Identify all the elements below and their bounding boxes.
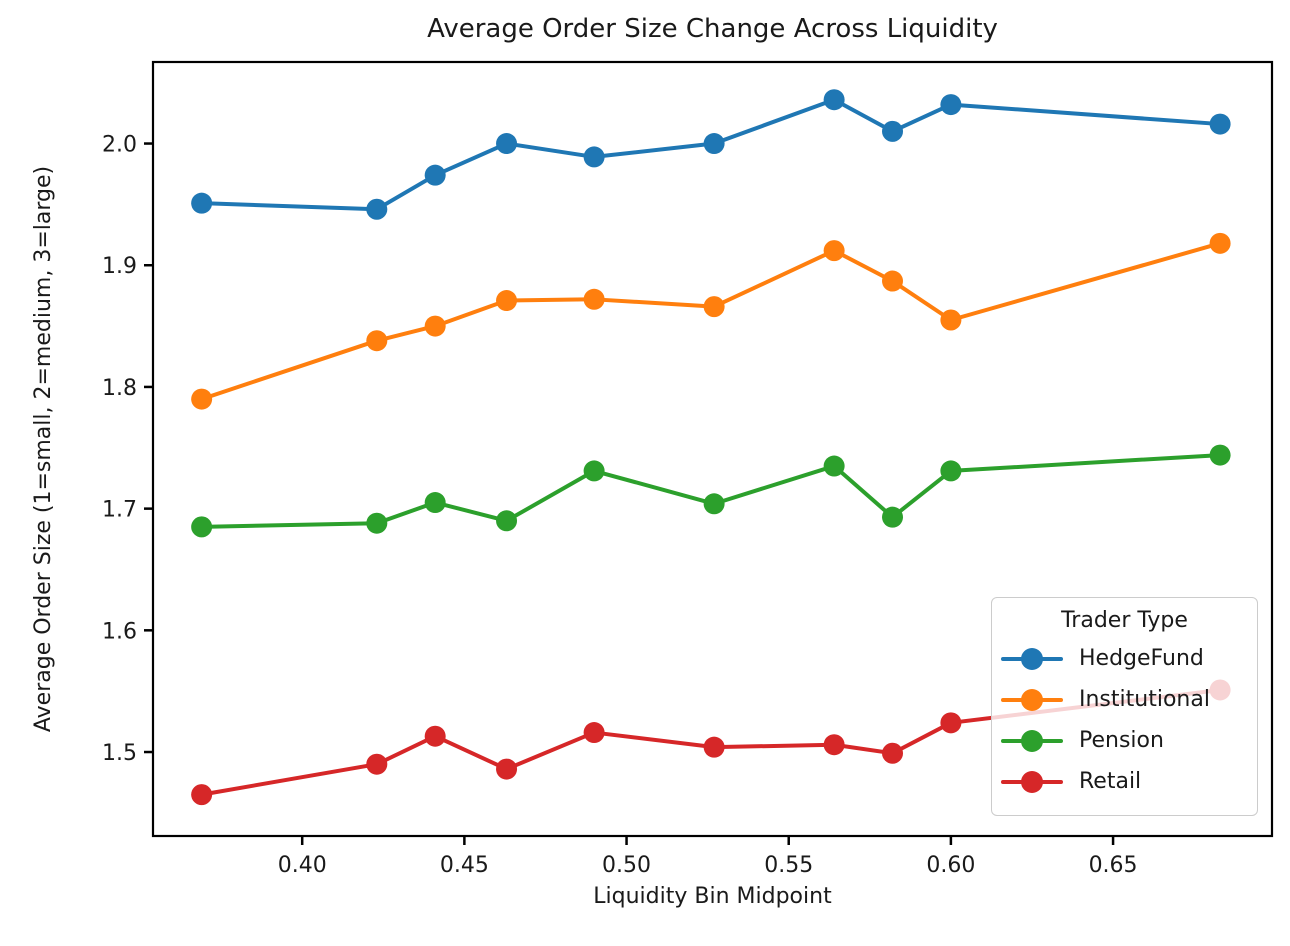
data-point-hedgefund [583,146,605,168]
legend-entry: Pension [992,720,1257,761]
x-tick-label: 0.40 [278,853,327,878]
legend-label: Pension [1079,728,1164,753]
y-tick-label: 2.0 [102,133,137,158]
data-point-hedgefund [823,89,845,111]
data-point-retail [191,784,213,806]
chart-title: Average Order Size Change Across Liquidi… [427,14,998,44]
data-point-hedgefund [940,94,962,116]
data-point-pension [823,455,845,477]
data-point-hedgefund [882,120,904,142]
data-point-hedgefund [366,198,388,220]
legend-swatch-pension [1001,729,1063,752]
data-point-retail [703,736,725,758]
data-point-retail [823,734,845,756]
legend-title: Trader Type [1061,608,1188,633]
data-point-hedgefund [191,192,213,214]
y-axis-label: Average Order Size (1=small, 2=medium, 3… [31,165,56,733]
data-point-pension [583,460,605,482]
data-point-pension [882,506,904,528]
x-tick-label: 0.50 [602,853,651,878]
series-line-pension [199,453,1223,529]
legend-entry: HedgeFund [992,638,1257,679]
series-line-hedgefund [199,97,1223,212]
data-point-pension [940,460,962,482]
data-point-pension [703,493,725,515]
legend-swatch-retail [1001,770,1063,793]
legend-label: HedgeFund [1079,646,1204,671]
y-tick-label: 1.8 [102,376,137,401]
data-point-pension [496,510,518,532]
data-point-hedgefund [1209,113,1231,135]
data-point-retail [940,712,962,734]
y-tick-label: 1.5 [102,741,137,766]
x-tick-label: 0.65 [1089,853,1138,878]
dot-marker-icon [1021,729,1043,752]
legend-entry: Retail [992,761,1257,802]
legend-swatch-institutional [1001,688,1063,711]
data-point-hedgefund [496,133,518,155]
data-point-institutional [882,270,904,292]
x-axis-label: Liquidity Bin Midpoint [593,884,832,909]
data-point-retail [583,722,605,744]
data-point-pension [191,516,213,538]
dot-marker-icon [1021,647,1043,670]
legend: Trader Type HedgeFund Institutional Pens… [991,597,1258,816]
series-line-retail [199,687,1223,797]
data-point-institutional [583,288,605,310]
data-point-pension [424,492,446,514]
y-tick-label: 1.7 [102,498,137,523]
data-point-pension [366,512,388,534]
data-point-institutional [940,309,962,331]
data-point-institutional [424,315,446,337]
data-point-institutional [1209,232,1231,254]
data-point-hedgefund [703,133,725,155]
x-tick-label: 0.60 [926,853,975,878]
plot-area-border [151,60,1274,838]
x-tick-label: 0.45 [440,853,489,878]
legend-label: Retail [1079,769,1142,794]
data-point-retail [496,758,518,780]
data-point-hedgefund [424,164,446,186]
data-point-institutional [191,388,213,410]
legend-swatch-hedgefund [1001,647,1063,670]
data-point-institutional [496,290,518,312]
legend-entry: Institutional [992,679,1257,720]
data-point-institutional [366,330,388,352]
data-point-institutional [703,296,725,318]
series-line-institutional [199,241,1223,402]
y-tick-label: 1.6 [102,619,137,644]
legend-label: Institutional [1079,687,1210,712]
data-point-institutional [823,240,845,262]
y-tick-label: 1.9 [102,254,137,279]
dot-marker-icon [1021,688,1043,711]
data-point-retail [366,753,388,775]
dot-marker-icon [1021,770,1043,793]
data-point-retail [882,742,904,764]
data-point-pension [1209,444,1231,466]
x-tick-label: 0.55 [764,853,813,878]
data-point-retail [424,725,446,747]
